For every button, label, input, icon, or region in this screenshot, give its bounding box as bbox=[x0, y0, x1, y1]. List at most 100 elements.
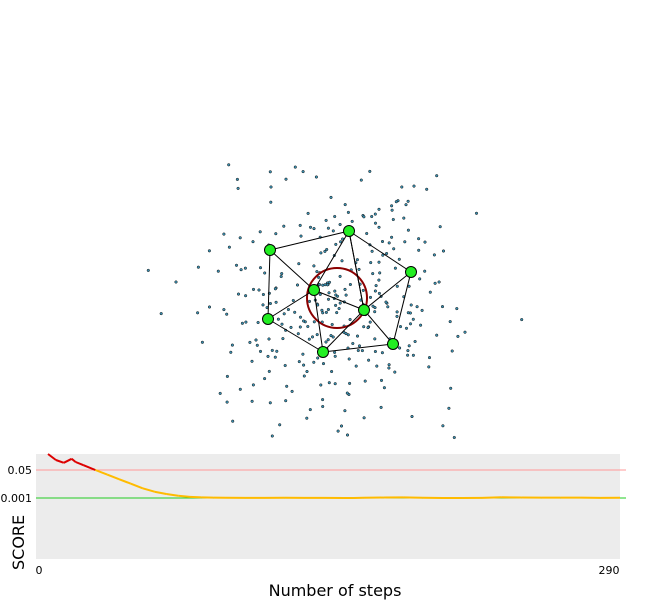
scatter-point bbox=[283, 363, 287, 368]
scatter-point bbox=[377, 278, 381, 282]
scatter-point bbox=[200, 340, 204, 344]
scatter-point bbox=[368, 320, 372, 324]
scatter-point bbox=[274, 300, 278, 304]
score-segment bbox=[75, 461, 84, 467]
scatter-point bbox=[263, 377, 267, 381]
x-tick-end: 290 bbox=[599, 564, 620, 577]
graph-edge bbox=[313, 230, 350, 291]
scatter-point bbox=[392, 247, 396, 251]
scatter-point bbox=[261, 303, 265, 307]
graph-edge bbox=[313, 289, 324, 353]
scatter-point bbox=[269, 200, 273, 204]
scatter-point bbox=[393, 266, 397, 270]
score-segment bbox=[55, 459, 65, 464]
scatter-point bbox=[331, 229, 335, 233]
scatter-point bbox=[276, 317, 280, 321]
scatter-point bbox=[371, 272, 375, 276]
graph-edge bbox=[363, 309, 394, 345]
scatter-point bbox=[293, 165, 297, 169]
graph-edge bbox=[363, 271, 412, 311]
scatter-point bbox=[302, 319, 306, 323]
scatter-point bbox=[373, 349, 377, 354]
scatter-point bbox=[312, 227, 316, 231]
scatter-point bbox=[355, 258, 359, 262]
scatter-point bbox=[324, 310, 328, 314]
scatter-point bbox=[285, 384, 289, 388]
scatter-point bbox=[159, 312, 163, 316]
scatter-point bbox=[286, 307, 290, 312]
scatter-point bbox=[406, 228, 410, 232]
scatter-point bbox=[366, 326, 370, 330]
scatter-point bbox=[407, 284, 411, 288]
scatter-point bbox=[273, 287, 277, 291]
graph-node bbox=[405, 266, 417, 278]
scatter-point bbox=[312, 264, 316, 268]
graph-edge bbox=[322, 343, 394, 353]
scatter-point bbox=[279, 274, 283, 279]
scatter-point bbox=[291, 298, 295, 303]
score-segment bbox=[189, 495, 202, 499]
scatter-point bbox=[324, 218, 328, 222]
scatter-point bbox=[390, 208, 394, 212]
scatter-point bbox=[318, 292, 322, 296]
score-segment bbox=[71, 458, 77, 463]
scatter-point bbox=[373, 221, 378, 225]
scatter-point bbox=[367, 358, 371, 362]
scatter-point bbox=[263, 271, 267, 275]
scatter-point bbox=[225, 374, 229, 378]
plot-area bbox=[36, 454, 620, 559]
scatter-point bbox=[251, 383, 255, 387]
scatter-point bbox=[395, 310, 399, 314]
scatter-point bbox=[407, 344, 411, 348]
scatter-point bbox=[280, 272, 284, 276]
scatter-point bbox=[333, 214, 337, 219]
scatter-point bbox=[302, 374, 306, 378]
scatter-point bbox=[435, 333, 439, 337]
scatter-point bbox=[330, 369, 334, 374]
scatter-point bbox=[395, 284, 399, 288]
scatter-point bbox=[413, 339, 417, 344]
scatter-point bbox=[236, 292, 241, 296]
scatter-point bbox=[373, 212, 377, 216]
scatter-point bbox=[308, 225, 313, 229]
scatter-point bbox=[297, 360, 301, 364]
score-segment bbox=[481, 496, 502, 499]
scatter-point bbox=[296, 332, 300, 336]
highlight-circle bbox=[306, 267, 368, 329]
score-segment bbox=[94, 469, 108, 476]
scatter-point bbox=[293, 310, 297, 314]
scatter-point bbox=[282, 224, 286, 228]
scatter-point bbox=[251, 287, 256, 291]
scatter-point bbox=[403, 240, 407, 244]
scatter-point bbox=[415, 305, 419, 309]
scatter-point bbox=[325, 283, 330, 287]
scatter-point bbox=[474, 211, 479, 215]
scatter-point bbox=[393, 370, 397, 374]
scatter-point bbox=[261, 292, 265, 297]
scatter-point bbox=[346, 333, 350, 337]
scatter-point bbox=[334, 242, 338, 246]
scatter-point bbox=[406, 349, 410, 353]
scatter-point bbox=[374, 284, 378, 288]
scatter-point bbox=[225, 400, 229, 404]
scatter-point bbox=[417, 237, 421, 241]
scatter-point bbox=[359, 178, 363, 182]
scatter-point bbox=[225, 312, 229, 316]
scatter-point bbox=[326, 307, 330, 312]
score-segment bbox=[47, 453, 57, 461]
scatter-point bbox=[395, 314, 399, 318]
scatter-point bbox=[302, 363, 306, 367]
scatter-point bbox=[336, 429, 340, 433]
scatter-point bbox=[402, 216, 406, 220]
scatter-point bbox=[327, 291, 331, 295]
scatter-point bbox=[348, 282, 352, 287]
scatter-point bbox=[222, 232, 226, 236]
scatter-point bbox=[368, 295, 373, 299]
scatter-point bbox=[278, 423, 282, 427]
scatter-point bbox=[380, 351, 384, 355]
scatter-point bbox=[437, 280, 441, 284]
scatter-point bbox=[360, 349, 364, 353]
scatter-point bbox=[284, 399, 288, 403]
scatter-point bbox=[275, 349, 279, 353]
scatter-point bbox=[216, 269, 220, 273]
